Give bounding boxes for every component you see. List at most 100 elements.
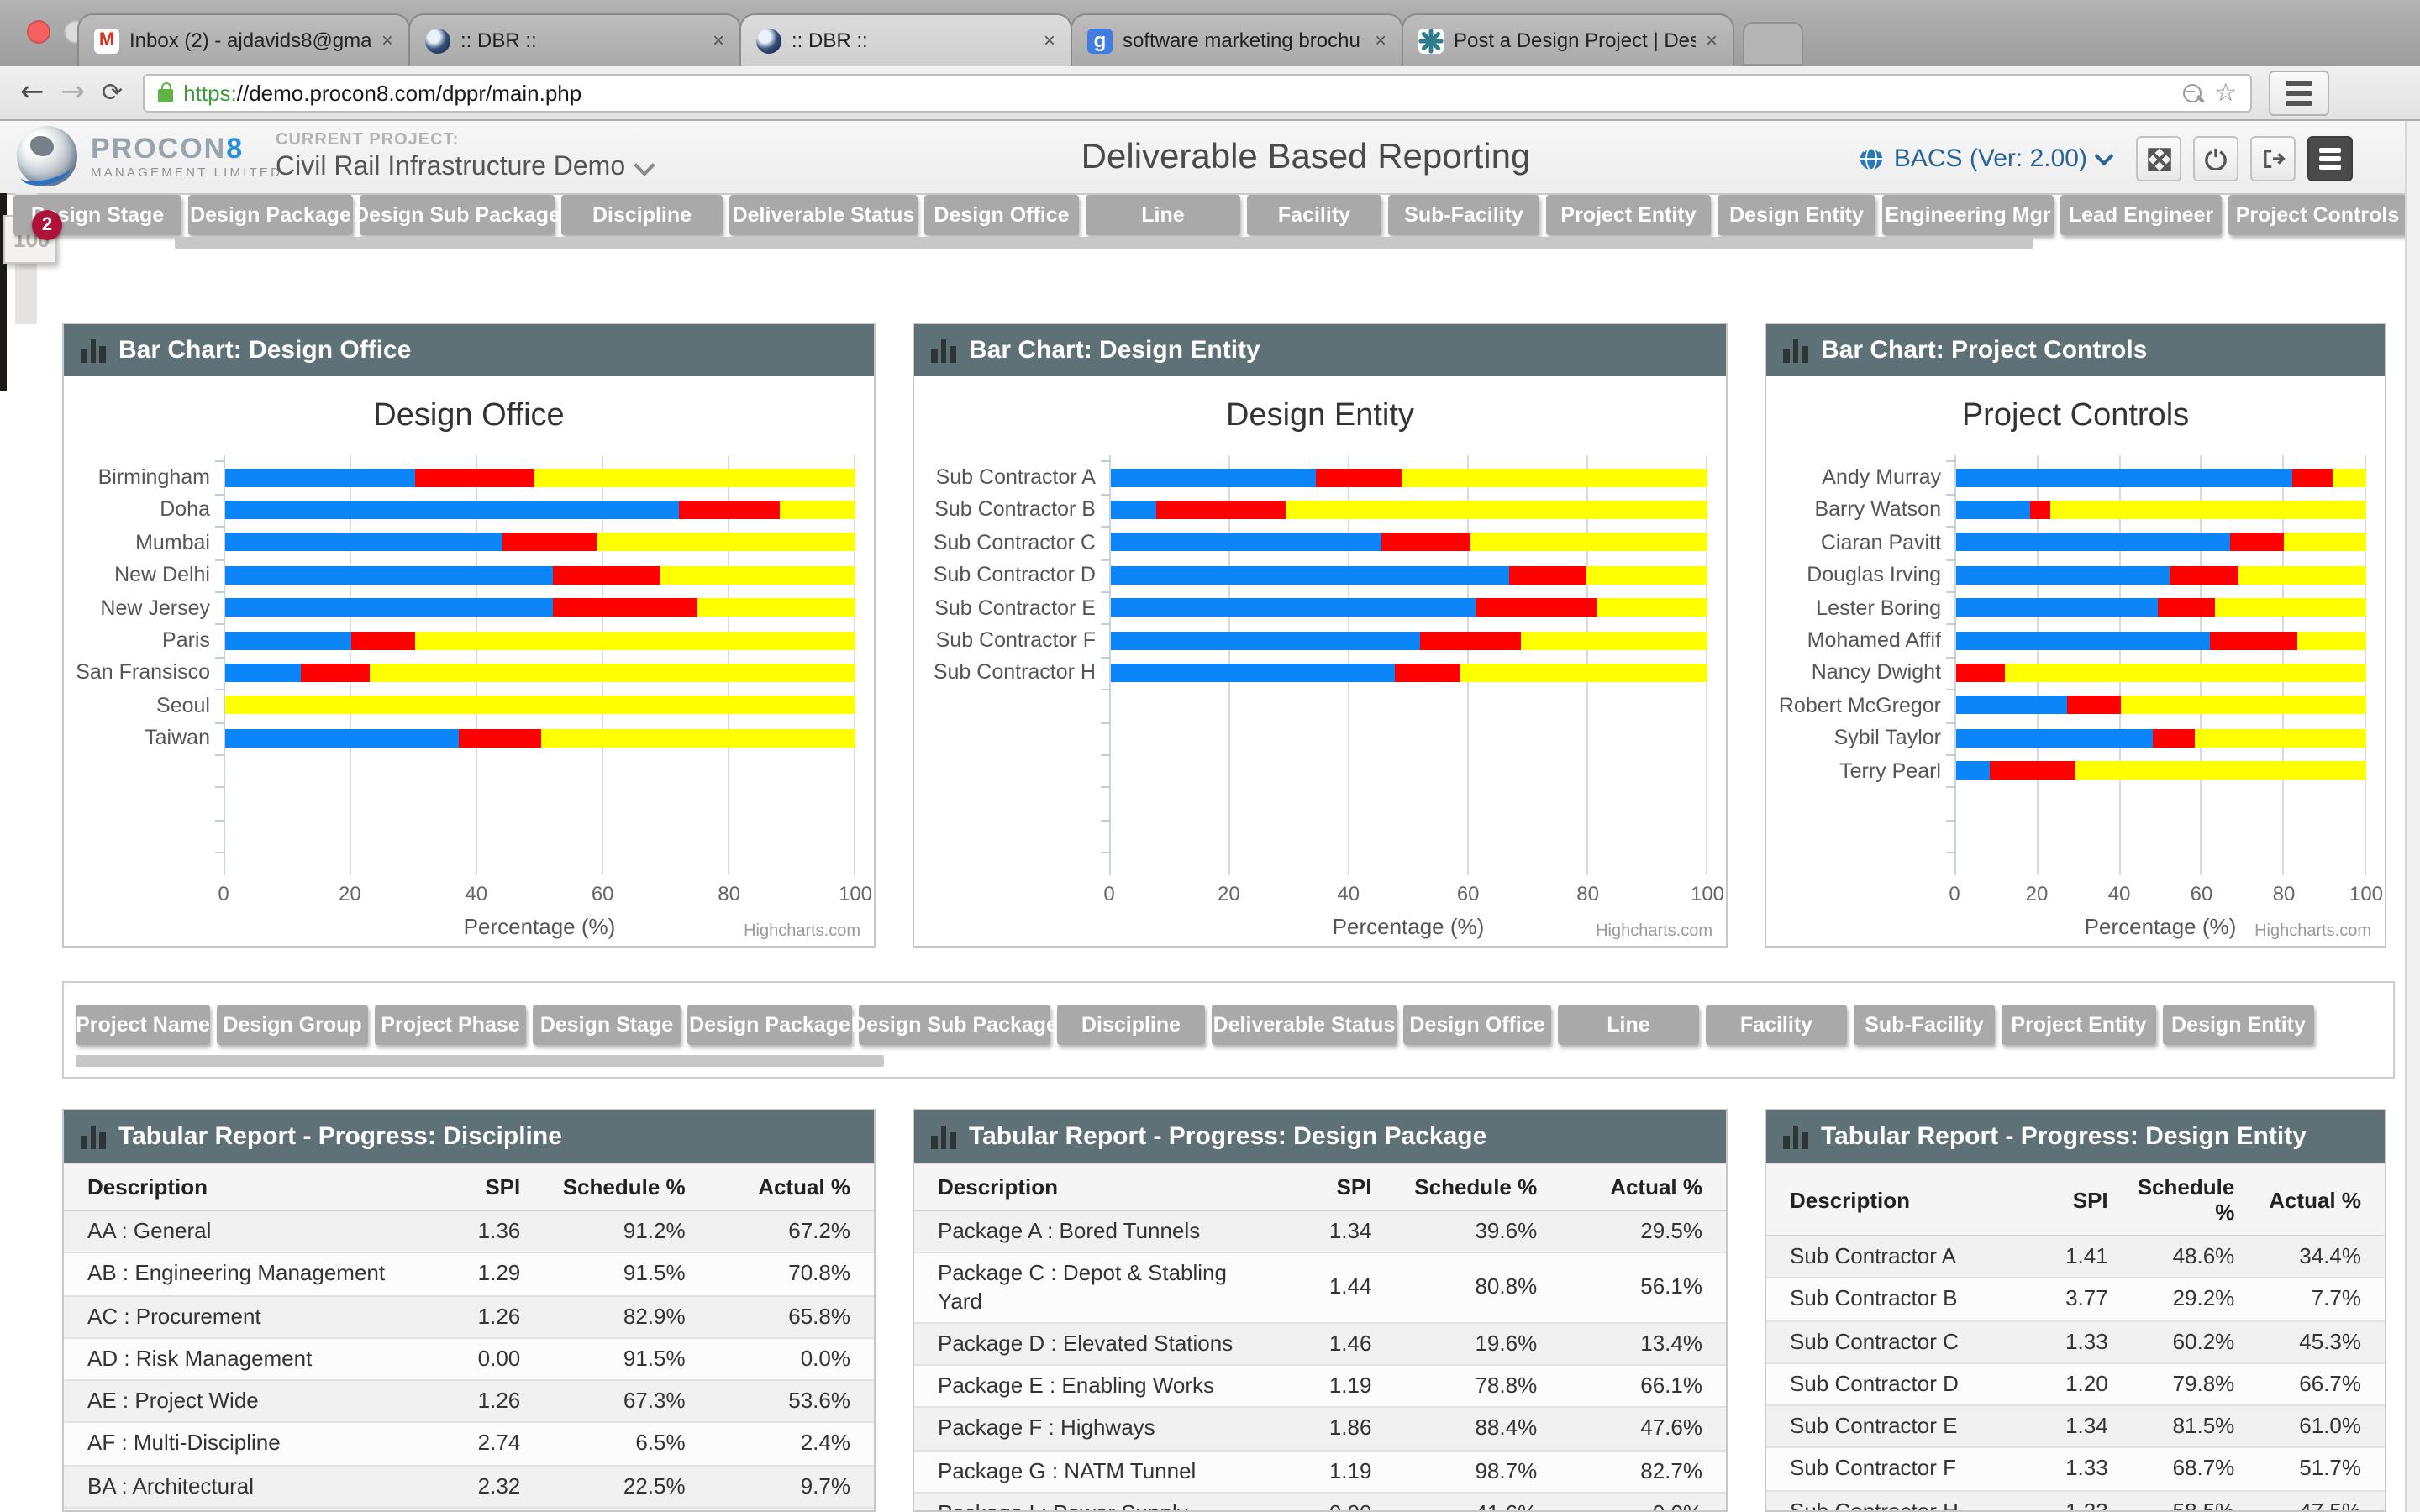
- filter-button-design-entity[interactable]: Design Entity: [1718, 195, 1876, 235]
- bar-segment-remaining[interactable]: [1285, 500, 1707, 519]
- filter-button-sub-facility[interactable]: Sub-Facility: [1854, 1005, 1995, 1045]
- bar-segment-actual[interactable]: [1111, 663, 1395, 682]
- bar-segment-actual[interactable]: [225, 468, 414, 486]
- bar-segment-actual[interactable]: [1956, 565, 2170, 585]
- zoom-out-icon[interactable]: [2182, 83, 2202, 102]
- bar-segment-remaining[interactable]: [1470, 533, 1707, 552]
- close-window-button[interactable]: [27, 20, 50, 44]
- power-button[interactable]: [2193, 136, 2238, 181]
- browser-tab-active[interactable]: :: DBR :: ×: [739, 13, 1072, 66]
- bar-segment-actual[interactable]: [225, 500, 679, 519]
- browser-tab[interactable]: g software marketing brochu ×: [1071, 13, 1403, 66]
- filter-button-deliverable-status[interactable]: Deliverable Status: [1212, 1005, 1397, 1045]
- bar-segment-actual[interactable]: [1956, 500, 2030, 519]
- bar-segment-remaining[interactable]: [1586, 565, 1707, 585]
- filter-button-design-sub-package[interactable]: Design Sub Package: [354, 195, 560, 235]
- bar-segment-actual[interactable]: [225, 663, 301, 682]
- bar-segment-schedule-gap[interactable]: [1381, 533, 1470, 552]
- bar-segment-remaining[interactable]: [1597, 598, 1707, 617]
- filter-button-line[interactable]: Line: [1558, 1005, 1699, 1045]
- bar-segment-remaining[interactable]: [414, 631, 855, 649]
- close-tab-icon[interactable]: ×: [381, 29, 393, 52]
- bar-segment-remaining[interactable]: [697, 598, 855, 617]
- bar-segment-schedule-gap[interactable]: [2230, 533, 2285, 552]
- browser-tab[interactable]: :: DBR :: ×: [408, 13, 741, 66]
- bar-segment-remaining[interactable]: [660, 565, 855, 585]
- bar-segment-remaining[interactable]: [1401, 468, 1707, 486]
- filter-button-line[interactable]: Line: [1086, 195, 1240, 235]
- bar-segment-schedule-gap[interactable]: [2066, 696, 2121, 715]
- bar-segment-actual[interactable]: [1956, 533, 2231, 552]
- bar-segment-actual[interactable]: [225, 728, 459, 748]
- bar-segment-actual[interactable]: [1111, 533, 1381, 552]
- bar-segment-remaining[interactable]: [2296, 631, 2366, 649]
- filter-button-discipline[interactable]: Discipline: [1057, 1005, 1205, 1045]
- filter-button-design-office[interactable]: Design Office: [924, 195, 1079, 235]
- close-tab-icon[interactable]: ×: [1374, 29, 1386, 52]
- bar-segment-remaining[interactable]: [2238, 565, 2366, 585]
- close-tab-icon[interactable]: ×: [1705, 29, 1718, 52]
- bar-segment-schedule-gap[interactable]: [458, 728, 540, 748]
- bar-segment-actual[interactable]: [225, 598, 553, 617]
- reload-icon[interactable]: ⟳: [102, 76, 124, 107]
- browser-tab[interactable]: Post a Design Project | Des ×: [1402, 13, 1734, 66]
- filter-button-project-entity[interactable]: Project Entity: [1546, 195, 1711, 235]
- bacs-version-selector[interactable]: BACS (Ver: 2.00): [1859, 144, 2114, 173]
- bar-segment-remaining[interactable]: [1460, 663, 1707, 682]
- bar-segment-remaining[interactable]: [2214, 598, 2366, 617]
- bar-segment-actual[interactable]: [1111, 631, 1420, 649]
- bar-segment-remaining[interactable]: [2050, 500, 2366, 519]
- bar-segment-actual[interactable]: [1956, 468, 2293, 486]
- filter-button-project-entity[interactable]: Project Entity: [2002, 1005, 2156, 1045]
- filter-row-bottom-scrollbar[interactable]: [76, 1055, 884, 1067]
- bar-segment-remaining[interactable]: [540, 728, 855, 748]
- bar-segment-remaining[interactable]: [597, 533, 855, 552]
- bar-segment-actual[interactable]: [1111, 598, 1476, 617]
- filter-button-design-entity[interactable]: Design Entity: [2163, 1005, 2314, 1045]
- bar-segment-actual[interactable]: [1956, 761, 1990, 780]
- bar-segment-remaining[interactable]: [2333, 468, 2366, 486]
- bar-segment-schedule-gap[interactable]: [351, 631, 414, 649]
- bar-segment-remaining[interactable]: [2284, 533, 2366, 552]
- bar-segment-schedule-gap[interactable]: [2029, 500, 2051, 519]
- fullscreen-button[interactable]: [2136, 136, 2181, 181]
- bar-segment-remaining[interactable]: [2005, 663, 2366, 682]
- filter-button-facility[interactable]: Facility: [1706, 1005, 1847, 1045]
- bar-segment-actual[interactable]: [1111, 565, 1509, 585]
- bar-segment-schedule-gap[interactable]: [679, 500, 780, 519]
- close-tab-icon[interactable]: ×: [1043, 29, 1055, 52]
- close-tab-icon[interactable]: ×: [712, 29, 724, 52]
- filter-row-top-scrollbar[interactable]: [175, 237, 2033, 249]
- bar-segment-schedule-gap[interactable]: [1508, 565, 1587, 585]
- bar-segment-remaining[interactable]: [2194, 728, 2366, 748]
- filter-button-project-name[interactable]: Project Name: [76, 1005, 210, 1045]
- bar-segment-schedule-gap[interactable]: [2210, 631, 2296, 649]
- forward-icon[interactable]: →: [60, 75, 86, 108]
- bar-segment-schedule-gap[interactable]: [553, 565, 660, 585]
- bar-segment-schedule-gap[interactable]: [1419, 631, 1521, 649]
- bar-segment-actual[interactable]: [1956, 631, 2211, 649]
- new-tab-button[interactable]: [1743, 22, 1803, 66]
- filter-button-sub-facility[interactable]: Sub-Facility: [1388, 195, 1539, 235]
- logout-button[interactable]: [2250, 136, 2296, 181]
- filter-button-deliverable-status[interactable]: Deliverable Status: [729, 195, 918, 235]
- filter-button-facility[interactable]: Facility: [1247, 195, 1381, 235]
- filter-button-discipline[interactable]: Discipline: [561, 195, 723, 235]
- bar-segment-remaining[interactable]: [2120, 696, 2366, 715]
- bar-segment-schedule-gap[interactable]: [1156, 500, 1286, 519]
- bar-segment-actual[interactable]: [1956, 598, 2158, 617]
- bar-segment-schedule-gap[interactable]: [502, 533, 597, 552]
- filter-button-design-sub-package[interactable]: Design Sub Package: [851, 1005, 1058, 1045]
- current-project-selector[interactable]: Civil Rail Infrastructure Demo: [276, 153, 655, 183]
- bookmark-star-icon[interactable]: ☆: [2214, 77, 2238, 108]
- browser-menu-button[interactable]: [2269, 70, 2330, 115]
- bar-segment-remaining[interactable]: [225, 696, 855, 715]
- bar-segment-schedule-gap[interactable]: [2169, 565, 2239, 585]
- bar-segment-schedule-gap[interactable]: [1316, 468, 1402, 486]
- filter-button-design-package[interactable]: Design Package: [687, 1005, 852, 1045]
- address-bar[interactable]: https://demo.procon8.com/dppr/main.php ☆: [143, 73, 2253, 112]
- bar-segment-schedule-gap[interactable]: [1989, 761, 2075, 780]
- bar-segment-remaining[interactable]: [780, 500, 855, 519]
- bar-segment-schedule-gap[interactable]: [2292, 468, 2333, 486]
- app-menu-button[interactable]: [2307, 136, 2353, 181]
